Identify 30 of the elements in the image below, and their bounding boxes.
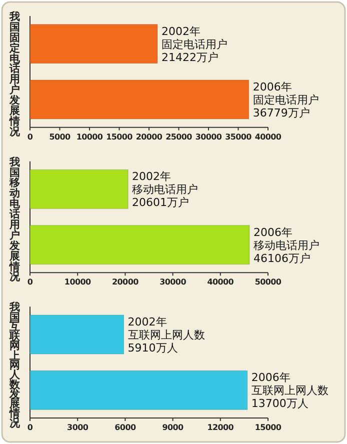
- x-tick-label: 0: [27, 423, 34, 432]
- data-label: 2006年互联网上网人数13700万人: [251, 371, 328, 410]
- x-tick-label: 50000: [254, 278, 282, 287]
- x-tick-label: 20000: [136, 132, 163, 142]
- data-label: 2006年固定电话用户36779万户: [252, 80, 319, 120]
- x-tick-label: 20000: [112, 278, 140, 287]
- text: 我国互联网上网人数发展情况: [10, 302, 20, 430]
- x-tick-label: 3000: [67, 423, 89, 432]
- x-tick-label: 30000: [195, 132, 222, 142]
- text: 我国移动电话用户发展情况: [10, 156, 20, 284]
- x-tick-label: 5000: [49, 132, 72, 142]
- data-label: 2002年互联网上网人数5910万人: [128, 316, 205, 354]
- x-tick-label: 40000: [207, 278, 234, 287]
- x-tick-label: 40000: [254, 132, 282, 142]
- x-tick-label: 6000: [114, 423, 136, 432]
- x-tick-label: 15000: [106, 132, 134, 142]
- x-tick-label: 0: [27, 132, 34, 142]
- x-tick-label: 35000: [225, 132, 252, 142]
- x-tick-label: 30000: [160, 278, 187, 287]
- data-label: 2002年固定电话用户21422万户: [161, 24, 228, 64]
- data-label: 2002年移动电话用户20601万户: [132, 170, 198, 210]
- x-tick-label: 9000: [162, 423, 184, 432]
- x-tick-label: 15000: [254, 423, 282, 432]
- text: 我国固定电话用户发展情况: [10, 11, 20, 138]
- x-tick-label: 12000: [207, 423, 234, 432]
- x-tick-label: 0: [27, 278, 34, 287]
- x-tick-label: 10000: [76, 132, 104, 142]
- x-tick-label: 25000: [166, 132, 193, 142]
- data-label: 2006年移动电话用户46106万户: [253, 226, 320, 265]
- x-tick-label: 10000: [64, 278, 92, 287]
